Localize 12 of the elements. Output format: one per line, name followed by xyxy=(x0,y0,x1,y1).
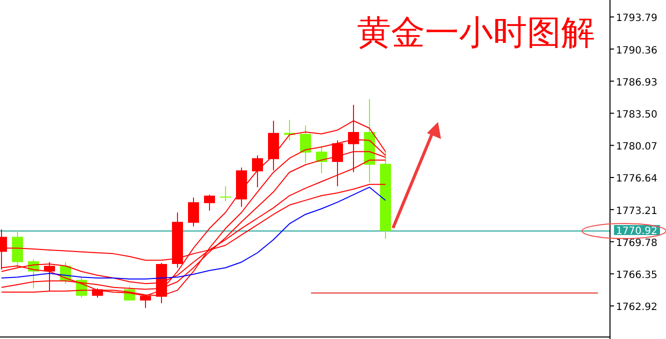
y-tick-label: 1793.79 xyxy=(616,13,658,24)
y-tick-label: 1769.78 xyxy=(616,238,658,249)
y-tick-label: 1776.64 xyxy=(616,174,658,185)
y-tick-label: 1780.07 xyxy=(616,142,658,153)
y-tick-label: 1773.21 xyxy=(616,206,658,217)
y-tick-label: 1762.92 xyxy=(616,302,658,314)
y-tick-label: 1766.35 xyxy=(616,270,658,282)
ref-line-label: 1770.92 xyxy=(616,226,658,238)
text: 黄金一小时图解 xyxy=(357,13,595,53)
y-tick-label: 1783.50 xyxy=(616,109,658,120)
y-tick-label: 1786.93 xyxy=(616,77,658,88)
y-tick-label: 1790.36 xyxy=(616,45,658,56)
